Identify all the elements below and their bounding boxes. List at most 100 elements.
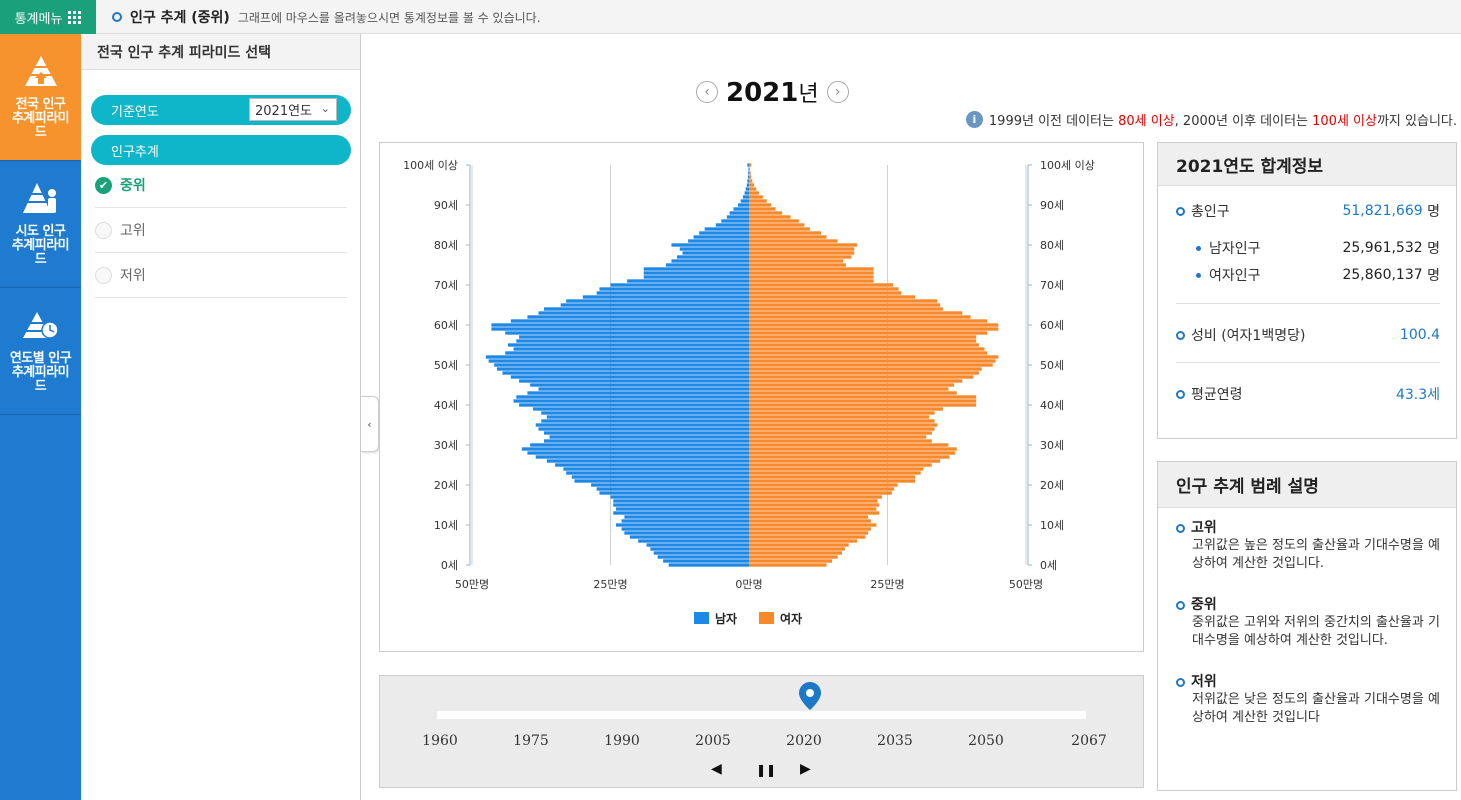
male-bar[interactable]	[530, 443, 749, 447]
male-bar[interactable]	[491, 323, 749, 327]
male-bar[interactable]	[643, 275, 749, 279]
base-year-select[interactable]: 2021연도 ⌄	[249, 98, 337, 121]
timeline-pin-icon[interactable]	[798, 682, 821, 710]
male-bar[interactable]	[643, 267, 749, 271]
male-bar[interactable]	[508, 343, 749, 347]
female-bar[interactable]	[749, 191, 759, 195]
male-bar[interactable]	[549, 435, 749, 439]
male-bar[interactable]	[527, 315, 749, 319]
female-bar[interactable]	[749, 219, 799, 223]
female-bar[interactable]	[749, 251, 855, 255]
male-bar[interactable]	[527, 391, 749, 395]
female-bar[interactable]	[749, 535, 866, 539]
female-bar[interactable]	[749, 399, 977, 403]
female-bar[interactable]	[749, 187, 757, 191]
panel-collapse-button[interactable]: ‹	[361, 396, 379, 452]
male-bar[interactable]	[643, 271, 749, 275]
male-bar[interactable]	[682, 251, 749, 255]
female-bar[interactable]	[749, 331, 988, 335]
female-bar[interactable]	[749, 551, 843, 555]
male-bar[interactable]	[671, 259, 749, 263]
female-bar[interactable]	[749, 291, 902, 295]
female-bar[interactable]	[749, 439, 932, 443]
male-bar[interactable]	[676, 255, 749, 259]
female-bar[interactable]	[749, 387, 949, 391]
female-bar[interactable]	[749, 443, 949, 447]
female-bar[interactable]	[749, 227, 810, 231]
female-bar[interactable]	[749, 271, 874, 275]
male-bar[interactable]	[746, 183, 749, 187]
female-bar[interactable]	[749, 563, 827, 567]
female-bar[interactable]	[749, 343, 979, 347]
male-bar[interactable]	[737, 203, 749, 207]
male-bar[interactable]	[610, 495, 750, 499]
male-bar[interactable]	[596, 291, 749, 295]
female-bar[interactable]	[749, 487, 895, 491]
female-bar[interactable]	[749, 351, 988, 355]
male-bar[interactable]	[505, 331, 749, 335]
female-bar[interactable]	[749, 395, 977, 399]
male-bar[interactable]	[563, 467, 749, 471]
female-bar[interactable]	[749, 447, 957, 451]
male-bar[interactable]	[599, 491, 749, 495]
male-bar[interactable]	[541, 411, 749, 415]
female-bar[interactable]	[749, 435, 927, 439]
male-bar[interactable]	[532, 407, 749, 411]
timeline-year[interactable]: 1960	[422, 733, 458, 749]
female-bar[interactable]	[749, 355, 999, 359]
male-bar[interactable]	[621, 527, 749, 531]
female-bar[interactable]	[749, 507, 877, 511]
female-bar[interactable]	[749, 175, 752, 179]
male-bar[interactable]	[715, 223, 749, 227]
male-bar[interactable]	[638, 539, 749, 543]
female-bar[interactable]	[749, 211, 783, 215]
female-bar[interactable]	[749, 347, 985, 351]
male-bar[interactable]	[747, 175, 749, 179]
female-bar[interactable]	[749, 167, 751, 171]
female-bar[interactable]	[749, 203, 772, 207]
male-bar[interactable]	[582, 295, 749, 299]
nav-item-region-pyramid[interactable]: 시도 인구 추계피라미 드	[0, 161, 81, 288]
male-bar[interactable]	[629, 535, 749, 539]
male-bar[interactable]	[544, 439, 749, 443]
male-bar[interactable]	[668, 563, 749, 567]
male-bar[interactable]	[502, 371, 749, 375]
male-bar[interactable]	[613, 511, 749, 515]
male-bar[interactable]	[657, 555, 749, 559]
female-bar[interactable]	[749, 319, 988, 323]
nav-item-year-pyramid[interactable]: 연도별 인구 추계피라미 드	[0, 288, 81, 415]
timeline-year[interactable]: 1990	[604, 733, 640, 749]
female-bar[interactable]	[749, 459, 941, 463]
male-bar[interactable]	[516, 339, 749, 343]
male-bar[interactable]	[740, 199, 749, 203]
female-bar[interactable]	[749, 247, 855, 251]
male-bar[interactable]	[624, 531, 749, 535]
male-bar[interactable]	[513, 399, 749, 403]
male-bar[interactable]	[546, 415, 749, 419]
female-bar[interactable]	[749, 215, 791, 219]
male-bar[interactable]	[527, 451, 749, 455]
nav-item-country-pyramid[interactable]: 전국 인구 추계피라미 드	[0, 34, 81, 161]
male-bar[interactable]	[496, 367, 749, 371]
male-bar[interactable]	[494, 363, 749, 367]
female-bar[interactable]	[749, 455, 950, 459]
male-bar[interactable]	[510, 319, 749, 323]
male-bar[interactable]	[663, 559, 749, 563]
male-bar[interactable]	[513, 347, 749, 351]
female-bar[interactable]	[749, 423, 938, 427]
female-bar[interactable]	[749, 339, 977, 343]
female-bar[interactable]	[749, 527, 871, 531]
male-bar[interactable]	[566, 299, 749, 303]
female-bar[interactable]	[749, 523, 877, 527]
male-bar[interactable]	[704, 227, 749, 231]
male-bar[interactable]	[544, 431, 749, 435]
male-bar[interactable]	[653, 551, 749, 555]
male-bar[interactable]	[521, 447, 749, 451]
male-bar[interactable]	[624, 515, 749, 519]
female-bar[interactable]	[749, 367, 982, 371]
female-bar[interactable]	[749, 547, 845, 551]
male-bar[interactable]	[555, 463, 749, 467]
female-bar[interactable]	[749, 495, 882, 499]
male-bar[interactable]	[488, 359, 749, 363]
female-bar[interactable]	[749, 307, 943, 311]
